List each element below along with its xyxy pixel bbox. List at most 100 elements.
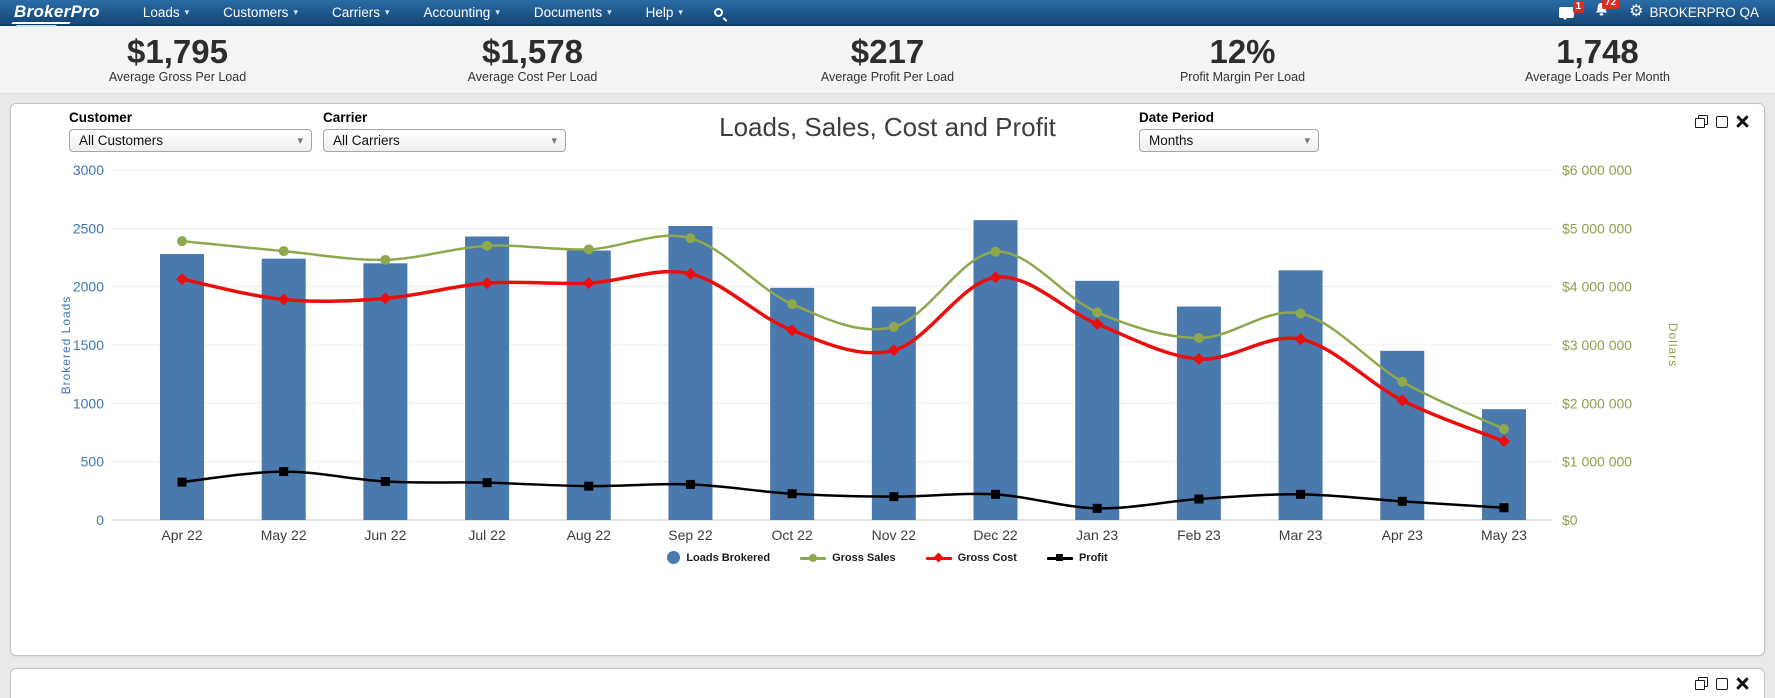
x-axis-label: Aug 22 [567, 527, 612, 543]
gross-sales-point[interactable] [1092, 307, 1103, 318]
gross-sales-point[interactable] [787, 299, 798, 310]
profit-point[interactable] [1499, 503, 1509, 513]
gross-sales-point[interactable] [1397, 376, 1408, 387]
close-panel-icon[interactable] [1736, 677, 1749, 690]
profit-point[interactable] [584, 481, 594, 491]
profit-point[interactable] [380, 477, 390, 486]
gross-cost-point[interactable] [277, 293, 290, 306]
chevron-down-icon: ▾ [678, 6, 683, 17]
gross-cost-point[interactable] [176, 273, 188, 286]
gross-sales-point[interactable] [1193, 333, 1204, 343]
chevron-down-icon: ▾ [293, 6, 298, 17]
duplicate-panel-icon[interactable] [1695, 115, 1708, 128]
menu-help[interactable]: Help ▾ [629, 0, 700, 25]
gross-cost-point[interactable] [582, 277, 595, 290]
legend-item-gross-cost[interactable]: Gross Cost [925, 552, 1017, 564]
x-axis-label: Nov 22 [872, 527, 917, 543]
profit-point[interactable] [889, 492, 899, 502]
close-panel-icon[interactable] [1736, 115, 1749, 128]
carrier-select[interactable]: All Carriers [323, 129, 566, 152]
notifications-button[interactable]: 72 [1594, 0, 1620, 21]
account-menu[interactable]: ⚙ BROKERPRO QA [1629, 4, 1759, 20]
kpi-value: 12% [1209, 33, 1276, 70]
profit-point[interactable] [685, 479, 695, 489]
legend-label: Profit [1078, 551, 1108, 564]
navbar-right: 1 72 ⚙ BROKERPRO QA [1559, 0, 1775, 21]
next-panel-clipped [10, 668, 1765, 698]
brokerpro-logo[interactable]: BrokerPro [0, 2, 126, 22]
bar-dec-22[interactable] [973, 220, 1018, 520]
x-axis-label: May 23 [1481, 527, 1527, 543]
bar-mar-23[interactable] [1278, 270, 1323, 520]
customer-filter-label: Customer [69, 110, 133, 125]
menu-carriers[interactable]: Carriers ▾ [315, 0, 407, 25]
bar-apr-23[interactable] [1380, 350, 1425, 520]
gross-cost-point[interactable] [1192, 353, 1205, 365]
bar-nov-22[interactable] [871, 306, 916, 521]
account-name: BROKERPRO QA [1649, 4, 1759, 20]
chart-title: Loads, Sales, Cost and Profit [719, 112, 1056, 142]
legend-item-gross-sales[interactable]: Gross Sales [800, 552, 896, 564]
gross-sales-point[interactable] [888, 321, 899, 332]
profit-point[interactable] [1296, 489, 1306, 499]
menu-loads[interactable]: Loads ▾ [126, 0, 206, 25]
gross-cost-point[interactable] [481, 277, 494, 290]
messages-button[interactable]: 1 [1559, 0, 1585, 20]
kpi-average-gross-per-load: $1,795 Average Gross Per Load [0, 26, 355, 93]
profit-point[interactable] [991, 489, 1001, 499]
gross-sales-point[interactable] [482, 240, 493, 251]
date-period-select[interactable]: Months [1139, 129, 1319, 152]
kpi-label: Average Gross Per Load [108, 70, 247, 84]
legend-marker-circle-icon [667, 551, 681, 564]
message-bubble-icon [1559, 6, 1575, 20]
gross-cost-point[interactable] [1294, 333, 1307, 346]
x-axis-label: Apr 23 [1382, 527, 1423, 543]
kpi-average-cost-per-load: $1,578 Average Cost Per Load [355, 26, 710, 93]
gross-sales-point[interactable] [177, 236, 187, 247]
profit-point[interactable] [787, 489, 797, 499]
loads-sales-cost-profit-chart[interactable]: 0 $0 500 $1 000 000 1000 $2 000 000 1500 $3 000… [14, 162, 1759, 547]
customer-select[interactable]: All Customers [69, 129, 312, 152]
gross-cost-point[interactable] [379, 292, 392, 305]
profit-markers [177, 467, 1509, 513]
bar-aug-22[interactable] [566, 250, 611, 521]
profit-point[interactable] [1194, 494, 1204, 504]
legend-marker-circle-icon [800, 552, 827, 564]
menu-customers-label: Customers [223, 4, 289, 20]
gross-sales-point[interactable] [380, 254, 391, 265]
chart-legend: Loads Brokered Gross Sales Gross Cost Profi… [11, 551, 1764, 564]
gross-sales-point[interactable] [278, 246, 289, 257]
gross-sales-point[interactable] [685, 233, 696, 244]
maximize-panel-icon[interactable] [1716, 677, 1728, 690]
bar-apr-22[interactable] [160, 254, 204, 520]
legend-item-loads-brokered[interactable]: Loads Brokered [667, 551, 770, 564]
profit-point[interactable] [279, 467, 289, 477]
menu-carriers-label: Carriers [331, 4, 380, 20]
search-button[interactable] [700, 0, 737, 25]
gross-cost-point[interactable] [684, 267, 697, 280]
menu-documents[interactable]: Documents ▾ [517, 0, 629, 25]
menu-accounting-label: Accounting [423, 4, 491, 20]
gross-cost-point[interactable] [887, 344, 900, 357]
gross-cost-point[interactable] [1091, 318, 1104, 330]
gross-sales-point[interactable] [1295, 308, 1306, 319]
profit-line [181, 470, 1505, 510]
gross-cost-point[interactable] [786, 324, 799, 337]
gross-cost-point[interactable] [989, 271, 1002, 284]
menu-accounting[interactable]: Accounting ▾ [407, 0, 517, 25]
gross-sales-point[interactable] [990, 246, 1001, 257]
profit-point[interactable] [1397, 496, 1407, 506]
x-axis-label: Dec 22 [973, 527, 1018, 543]
legend-item-profit[interactable]: Profit [1046, 551, 1108, 564]
menu-customers[interactable]: Customers ▾ [206, 0, 315, 25]
gross-sales-point[interactable] [1498, 424, 1509, 434]
maximize-panel-icon[interactable] [1716, 115, 1728, 128]
profit-point[interactable] [177, 477, 187, 487]
gross-cost-point[interactable] [1396, 394, 1409, 407]
profit-point[interactable] [482, 478, 492, 488]
profit-point[interactable] [1092, 503, 1102, 513]
gross-cost-point[interactable] [1497, 435, 1510, 448]
duplicate-panel-icon[interactable] [1695, 677, 1708, 690]
left-axis-tick-label: 2000 [73, 279, 104, 295]
gross-sales-point[interactable] [583, 244, 594, 255]
